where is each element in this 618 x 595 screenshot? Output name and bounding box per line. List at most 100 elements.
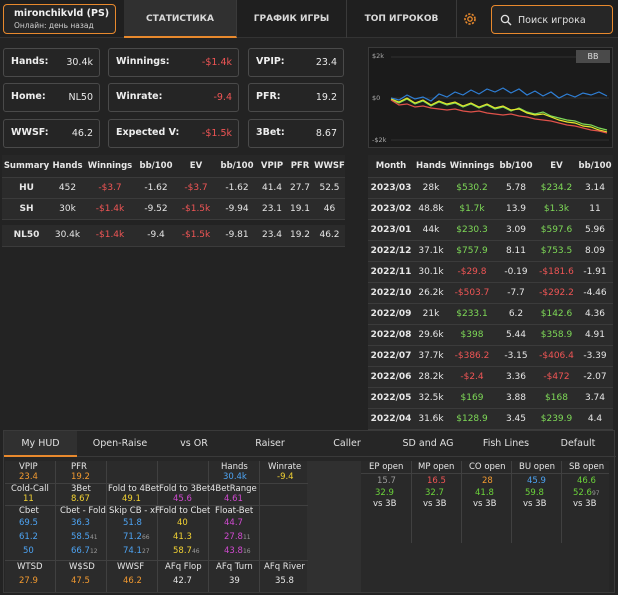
hud-label: vs 3B — [523, 499, 547, 509]
gear-icon[interactable] — [462, 11, 478, 27]
hud-label: Hands — [221, 462, 248, 472]
table-cell: 2023/01 — [370, 224, 412, 235]
tab-game-graph[interactable]: ГРАФИК ИГРЫ — [237, 0, 347, 38]
hud-stats-grid: VPIP PFR Hands Winrate 23.4 19.2 30.4k -… — [5, 461, 610, 592]
hud-label: AFq Flop — [165, 562, 202, 572]
hud-tab-default[interactable]: Default — [560, 438, 596, 449]
graph-label-top: $2k — [372, 52, 385, 60]
stat-vpip-label: VPIP: — [256, 56, 285, 67]
table-cell: -4.46 — [583, 287, 607, 298]
hud-bu-vs3b-value: 59.8 — [525, 488, 544, 498]
hud-cbetfold-value: 36.3 — [71, 518, 90, 528]
stat-home-value: NL50 — [68, 92, 94, 103]
hud-tab-open-raise[interactable]: Open-Raise — [92, 438, 148, 449]
hud-tab-fish-lines[interactable]: Fish Lines — [482, 438, 530, 449]
hud-label: vs 3B — [373, 499, 397, 509]
table-cell: 2023/03 — [370, 182, 412, 193]
hud-foldcbet-value: 41.3 — [173, 532, 192, 542]
table-cell: -$386.2 — [454, 350, 490, 361]
table-cell: 2022/08 — [370, 329, 412, 340]
hud-label: Cbet - Fold — [60, 506, 106, 516]
player-profile-button[interactable]: mironchikvld (PS) Онлайн: день назад — [3, 4, 116, 34]
table-cell: 30.4k — [54, 230, 81, 241]
stat-winnings-value: -$1.4k — [201, 57, 232, 68]
hud-tab-sd-and-ag[interactable]: SD and AG — [402, 438, 454, 449]
player-search[interactable] — [491, 5, 613, 34]
table-cell: 52.5 — [319, 182, 340, 193]
table-cell: 3.14 — [584, 182, 606, 193]
hud-afqflop-value: 42.7 — [173, 576, 192, 586]
table-cell: -$1.4k — [95, 230, 125, 241]
table-cell: 23.4 — [261, 230, 283, 241]
hud-label: Float-Bet — [215, 506, 254, 516]
stat-hands-label: Hands: — [11, 56, 49, 67]
stat-pfr-label: PFR: — [256, 91, 281, 102]
hud-skipcb-value: 71.266 — [123, 532, 150, 542]
table-cell: 2023/02 — [370, 203, 412, 214]
table-row: HU 452 -$3.7 -1.62 -$3.7 -1.62 41.4 27.7… — [2, 177, 345, 198]
stat-winnings: Winnings: -$1.4k — [108, 48, 239, 77]
table-cell: 19.1 — [289, 203, 311, 214]
hud-tab-raiser[interactable]: Raiser — [255, 438, 285, 449]
hud-label: Skip CB - xF — [109, 506, 160, 516]
stat-wwsf-value: 46.2 — [71, 128, 93, 139]
hud-cbet-value: 61.2 — [19, 532, 38, 542]
table-cell: $1.7k — [459, 203, 485, 214]
tab-statistics[interactable]: СТАТИСТИКА — [124, 0, 237, 38]
table-cell: -$1.5k — [181, 203, 211, 214]
hud-tab-caller[interactable]: Caller — [333, 438, 361, 449]
table-cell: 5.96 — [584, 224, 606, 235]
table-cell: 4.36 — [584, 308, 606, 319]
table-cell: 31.6k — [418, 413, 444, 424]
hud-cbetfold-value: 66.712 — [71, 546, 98, 556]
graph-label-mid: $0 — [372, 94, 381, 102]
table-cell: $358.9 — [540, 329, 573, 340]
search-input[interactable] — [518, 12, 610, 28]
hud-label: WWSF — [117, 562, 145, 572]
hud-label: BU open — [519, 462, 555, 472]
table-cell: 26.2k — [418, 287, 444, 298]
table-cell: -2.07 — [583, 371, 607, 382]
table-row: 2022/12 37.1k $757.9 8.11 $753.5 8.09 — [368, 240, 613, 261]
stat-winrate-value: -9.4 — [213, 92, 232, 103]
monthly-col: bb/100 — [499, 160, 533, 171]
table-cell: 28k — [422, 182, 440, 193]
monthly-header-row: Month Hands Winnings bb/100 EV bb/100 — [368, 155, 613, 177]
stat-3bet: 3Bet: 8.67 — [248, 119, 344, 148]
stat-home-label: Home: — [11, 91, 46, 102]
winnings-graph[interactable]: $2k $0 -$2k BB — [368, 47, 613, 148]
table-cell: NL50 — [13, 230, 40, 241]
tab-top-players[interactable]: ТОП ИГРОКОВ — [347, 0, 457, 38]
graph-label-bottom: -$2k — [372, 136, 387, 144]
graph-unit-toggle[interactable]: BB — [576, 50, 610, 63]
hud-label: Fold to 4Bet — [108, 484, 160, 494]
table-cell: HU — [19, 182, 34, 193]
table-cell: 2022/05 — [370, 392, 412, 403]
table-cell: SH — [19, 203, 34, 214]
table-cell: 29.6k — [418, 329, 444, 340]
table-row: 2022/05 32.5k $169 3.88 $168 3.74 — [368, 387, 613, 408]
graph-line-blue — [390, 87, 608, 102]
monthly-col: bb/100 — [578, 160, 612, 171]
table-cell: -1.91 — [583, 266, 607, 277]
hud-label: CO open — [469, 462, 506, 472]
table-cell: $597.6 — [540, 224, 573, 235]
hud-panel: My HUD Open-Raise vs OR Raiser Caller SD… — [3, 430, 616, 593]
table-cell: -7.7 — [507, 287, 525, 298]
table-cell: -0.19 — [504, 266, 528, 277]
monthly-table: Month Hands Winnings bb/100 EV bb/100 20… — [368, 155, 613, 430]
monthly-col: EV — [550, 160, 563, 171]
hud-pfr-value: 19.2 — [71, 472, 90, 482]
stat-3bet-value: 8.67 — [315, 128, 337, 139]
stat-expected: Expected V: -$1.5k — [108, 119, 239, 148]
table-cell: $233.1 — [456, 308, 488, 319]
table-row: 2022/06 28.2k -$2.4 3.36 -$472 -2.07 — [368, 366, 613, 387]
table-cell: 5.44 — [505, 329, 527, 340]
stat-expected-label: Expected V: — [116, 127, 180, 138]
hud-tab-my-hud[interactable]: My HUD — [4, 431, 77, 457]
table-row: 2023/01 44k $230.3 3.09 $597.6 5.96 — [368, 219, 613, 240]
table-cell: 30k — [59, 203, 76, 214]
table-cell: 32.5k — [418, 392, 444, 403]
table-cell: -9.52 — [144, 203, 168, 214]
hud-tab-vs-or[interactable]: vs OR — [180, 438, 208, 449]
